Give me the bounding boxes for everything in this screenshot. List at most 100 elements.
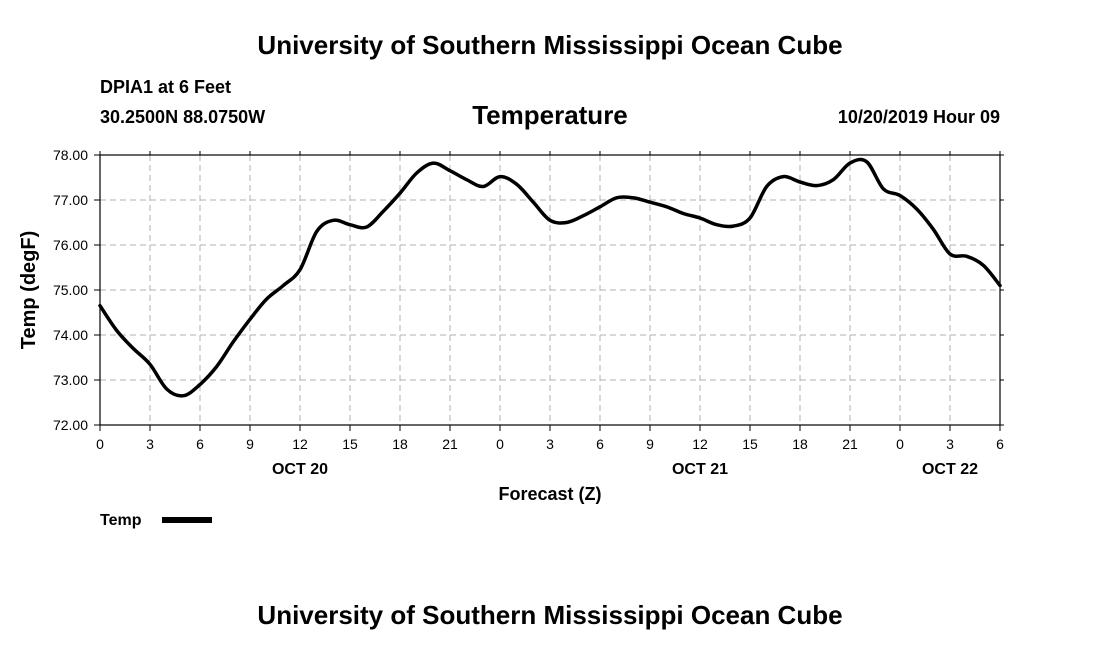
data-point — [865, 160, 868, 163]
y-axis-label: Temp (degF) — [18, 231, 40, 350]
data-point — [748, 216, 752, 220]
data-point — [798, 180, 802, 184]
x-tick-label: 18 — [392, 436, 408, 452]
data-point — [515, 183, 518, 186]
top-title: University of Southern Mississippi Ocean… — [257, 30, 843, 60]
data-point — [782, 175, 785, 178]
data-point — [132, 347, 135, 350]
y-tick-label: 72.00 — [53, 417, 88, 433]
data-point — [898, 194, 902, 197]
data-point — [948, 252, 952, 256]
data-point — [315, 230, 318, 233]
data-point — [382, 210, 385, 213]
x-tick-label: 21 — [442, 436, 458, 452]
data-point — [598, 205, 602, 208]
date-label: OCT 22 — [922, 461, 978, 478]
data-point — [982, 264, 985, 267]
data-point — [698, 216, 702, 220]
data-point — [548, 219, 552, 222]
date-label: OCT 20 — [272, 461, 328, 478]
data-point — [365, 225, 368, 229]
data-point — [448, 169, 452, 172]
data-point — [298, 268, 302, 271]
legend: Temp — [100, 512, 212, 529]
x-tick-label: 15 — [742, 436, 758, 452]
data-point — [415, 171, 418, 175]
y-tick-label: 77.00 — [53, 192, 88, 208]
data-point — [715, 223, 718, 226]
x-tick-label: 0 — [96, 436, 104, 452]
x-tick-label: 9 — [246, 436, 254, 452]
y-tick-label: 75.00 — [53, 282, 88, 298]
data-point — [115, 329, 118, 332]
tick-labels: 0 3 6 9 12 15 18 21 0 3 6 9 12 15 18 21 0 3 6 72.00 73.00 74.… — [53, 147, 1004, 478]
axes — [94, 151, 1004, 431]
data-point — [765, 185, 768, 188]
grid-lines — [100, 155, 1000, 425]
data-point — [882, 187, 885, 190]
data-point — [848, 161, 852, 165]
data-point — [398, 192, 402, 195]
bottom-title: University of Southern Mississippi Ocean… — [257, 600, 843, 630]
x-tick-label: 6 — [596, 436, 604, 452]
date-label: OCT 21 — [672, 461, 728, 478]
data-point — [532, 201, 535, 204]
data-point — [98, 304, 102, 307]
data-point — [632, 196, 635, 199]
data-point — [965, 255, 968, 258]
data-point — [232, 340, 235, 343]
x-tick-label: 21 — [842, 436, 858, 452]
data-point — [348, 223, 352, 226]
data-point — [732, 224, 735, 228]
data-point — [198, 383, 202, 386]
chart-title: Temperature — [472, 100, 628, 130]
timestamp-label: 10/20/2019 Hour 09 — [837, 107, 1000, 127]
data-point — [498, 175, 502, 178]
data-point — [482, 185, 485, 188]
data-point — [815, 184, 818, 187]
data-point — [932, 228, 935, 231]
y-tick-label: 76.00 — [53, 237, 88, 253]
data-point — [332, 219, 335, 222]
data-point — [648, 201, 652, 204]
series-layer — [98, 157, 1002, 398]
x-tick-label: 15 — [342, 436, 358, 452]
x-tick-label: 6 — [196, 436, 204, 452]
data-point — [148, 363, 152, 366]
y-tick-label: 78.00 — [53, 147, 88, 163]
data-point — [282, 284, 285, 287]
plot-frame — [99, 154, 1001, 426]
x-tick-label: 3 — [546, 436, 554, 452]
data-point — [182, 394, 185, 397]
data-point — [265, 297, 268, 301]
x-tick-label: 3 — [946, 436, 954, 452]
station-label: DPIA1 at 6 Feet — [100, 77, 232, 97]
data-point — [165, 387, 168, 391]
y-tick-label: 74.00 — [53, 327, 88, 343]
data-point — [465, 178, 468, 181]
data-point — [665, 205, 668, 208]
x-tick-label: 18 — [792, 436, 808, 452]
x-tick-label: 6 — [996, 436, 1004, 452]
x-tick-label: 9 — [646, 436, 654, 452]
x-tick-label: 0 — [896, 436, 904, 452]
x-axis-label: Forecast (Z) — [498, 484, 601, 504]
data-point — [915, 207, 918, 211]
data-point — [998, 284, 1002, 287]
data-point — [682, 212, 685, 215]
x-tick-label: 0 — [496, 436, 504, 452]
data-point — [565, 221, 568, 224]
data-point — [215, 365, 218, 368]
x-tick-label: 3 — [146, 436, 154, 452]
legend-label: Temp — [100, 512, 142, 529]
data-point — [615, 196, 618, 199]
data-point — [432, 161, 435, 165]
data-point — [582, 214, 585, 217]
data-point — [832, 178, 835, 181]
x-tick-label: 12 — [292, 436, 308, 452]
data-point — [248, 318, 252, 321]
location-label: 30.2500N 88.0750W — [100, 107, 266, 127]
x-tick-label: 12 — [692, 436, 708, 452]
y-tick-label: 73.00 — [53, 372, 88, 388]
